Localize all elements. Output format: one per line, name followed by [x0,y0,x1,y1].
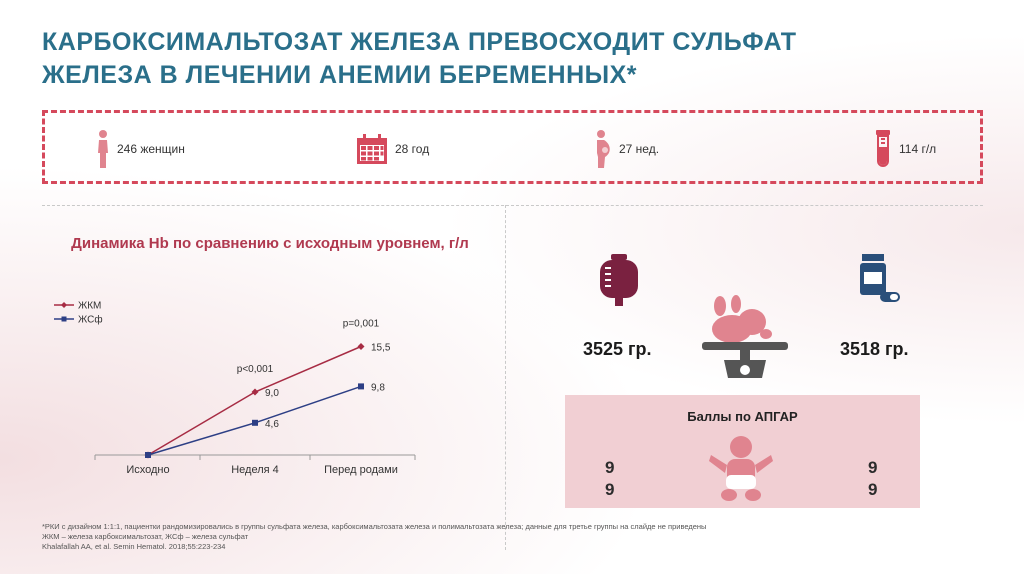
calendar-icon [357,134,387,164]
legend-marker-1 [61,316,67,322]
x-tick-label: Перед родами [324,464,398,476]
p-value-annotation: p=0,001 [343,319,380,330]
data-point [252,419,258,426]
test-tube-icon [876,130,890,167]
stat-age-label: 28 год [395,142,430,156]
chart-title: Динамика Hb по сравнению с исходным уров… [71,235,469,252]
stat-women: 246 женщин [95,129,185,169]
footnote-line-2: ЖКМ – железа карбоксимальтозат, ЖСф – же… [42,532,249,541]
page-title: КАРБОКСИМАЛЬТОЗАТ ЖЕЛЕЗА ПРЕВОСХОДИТ СУЛ… [42,26,942,92]
data-point [251,388,259,396]
footnote-line-3: Khalafallah AA, et al. Semin Hematol. 20… [42,542,226,551]
data-point [358,383,364,390]
title-line-1: КАРБОКСИМАЛЬТОЗАТ ЖЕЛЕЗА ПРЕВОСХОДИТ СУЛ… [42,28,797,56]
apgar-title: Баллы по АПГАР [687,409,798,424]
apgar-panel: Баллы по АПГАР 9 9 9 9 [565,395,920,508]
x-tick-label: Неделя 4 [231,464,279,476]
series-line-0 [147,345,362,456]
data-point [145,452,151,458]
title-line-2: ЖЕЛЕЗА В ЛЕЧЕНИИ АНЕМИИ БЕРЕМЕННЫХ* [42,61,638,89]
pregnant-woman-icon [597,130,610,168]
apgar-left-1: 9 [605,458,615,477]
x-tick-label: Исходно [126,464,169,476]
iv-bag-icon [600,254,638,306]
section-divider-vertical [505,205,506,550]
p-value-annotation: p<0,001 [237,364,274,375]
stat-gestation-label: 27 нед. [619,142,660,156]
legend-marker-0 [61,302,67,308]
pill-bottle-icon [860,254,900,302]
stat-gestation: 27 нед. [593,129,659,169]
data-label: 9,8 [371,382,385,393]
woman-silhouette-icon [98,130,108,168]
data-point [357,343,365,350]
footnote: *РКИ с дизайном 1:1:1, пациентки рандоми… [42,522,942,552]
data-label: 4,6 [265,419,279,430]
stat-women-label: 246 женщин [117,142,185,156]
data-label: 15,5 [371,343,391,354]
stat-hemoglobin-label: 114 г/л [899,142,937,156]
legend-label: ЖКМ [78,301,101,312]
footnote-line-1: *РКИ с дизайном 1:1:1, пациентки рандоми… [42,522,707,531]
apgar-left-2: 9 [605,480,615,499]
apgar-right-2: 9 [868,480,878,499]
hb-dynamics-chart: Исходно Неделя 4 Перед родами 9,0 15,5 4,6 9,8… [54,301,416,476]
stats-box: 246 женщин 28 год 27 нед. [42,110,983,184]
baby-icon [709,436,773,501]
data-label: 9,0 [265,388,279,399]
apgar-right-1: 9 [868,458,878,477]
section-divider-horizontal [42,205,983,206]
weight-right: 3518 гр. [840,339,909,359]
weight-left: 3525 гр. [583,339,652,359]
legend-label: ЖСф [78,314,103,326]
stat-hemoglobin: 114 г/л [873,129,936,169]
stat-age: 28 год [355,129,429,169]
baby-on-scale-icon [702,295,788,378]
